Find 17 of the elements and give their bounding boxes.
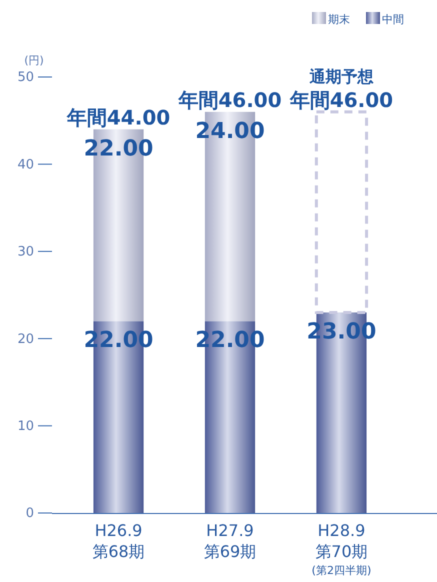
y-tick-label: 20	[17, 332, 34, 347]
y-tick-label: 10	[17, 418, 34, 434]
y-tick-label: 30	[17, 244, 34, 260]
legend-label: 期末	[328, 13, 350, 26]
y-tick-label: 50	[17, 70, 34, 86]
y-axis-title: (円)	[24, 54, 44, 67]
total-label: 年間44.00	[66, 105, 170, 130]
x-tick-label: H27.9 第69期	[204, 521, 256, 561]
total-label: 年間46.00	[177, 88, 282, 112]
y-tick-label: 40	[17, 157, 34, 172]
annotation: 通期予想	[308, 66, 374, 86]
y-tick-label: 0	[26, 506, 34, 522]
data-label: 22.00	[84, 136, 154, 162]
x-tick-label: H26.9 第68期	[92, 521, 145, 561]
data-label: 24.00	[195, 118, 265, 144]
total-label: 年間46.00	[288, 88, 394, 112]
legend-label: 中間	[382, 13, 404, 26]
